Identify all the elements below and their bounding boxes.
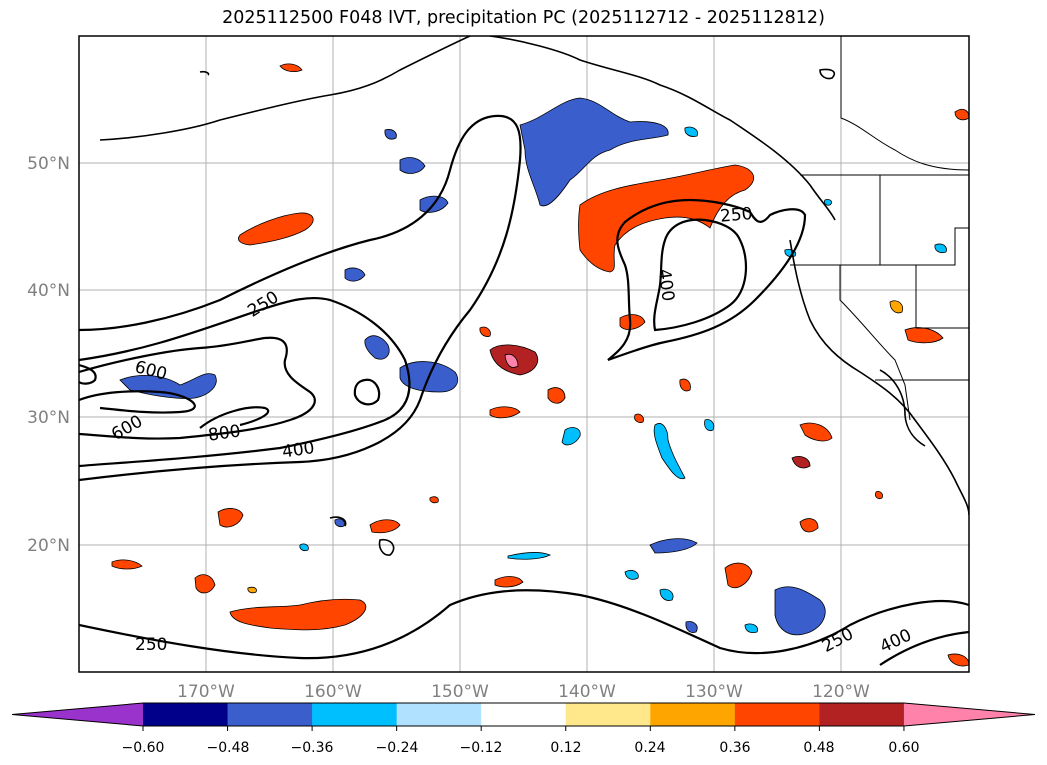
lat-label: 40°N <box>27 281 70 301</box>
colorbar-segment <box>396 703 482 726</box>
lon-label: 160°W <box>304 682 362 702</box>
lat-label: 20°N <box>27 536 70 556</box>
lon-label: 140°W <box>558 682 616 702</box>
lon-label: 150°W <box>431 682 489 702</box>
contour-label: 400 <box>653 268 677 303</box>
lat-label: 50°N <box>27 154 70 174</box>
colorbar-segment <box>227 703 313 726</box>
map-frame <box>78 35 970 673</box>
colorbar-tick-label: −0.12 <box>460 740 503 756</box>
lon-label: 120°W <box>812 682 870 702</box>
colorbar-extension-low <box>12 703 143 726</box>
colorbar-tick-label: −0.36 <box>291 740 334 756</box>
map-title: 2025112500 F048 IVT, precipitation PC (2… <box>222 8 825 28</box>
contour-label: 400 <box>281 438 316 462</box>
colorbar-ticks: −0.60 −0.48 −0.36 −0.24 −0.12 0.12 0.24 … <box>122 740 920 756</box>
colorbar-segment <box>734 703 820 726</box>
colorbar-tick-label: 0.36 <box>719 740 750 756</box>
colorbar-segment <box>312 703 398 726</box>
contour-label: 250 <box>135 635 167 655</box>
colorbar-tick-label: −0.48 <box>207 740 250 756</box>
lat-label: 30°N <box>27 408 70 428</box>
contour-label: 250 <box>719 204 753 227</box>
contour-label: 800 <box>207 421 242 445</box>
colorbar-tick-label: 0.48 <box>803 740 834 756</box>
lon-labels: 170°W 160°W 150°W 140°W 130°W 120°W <box>177 682 870 702</box>
map-plot-area: 250 400 600 600 800 400 250 400 250 250 <box>79 36 969 672</box>
lon-label: 170°W <box>177 682 235 702</box>
colorbar-tick-label: 0.24 <box>634 740 665 756</box>
colorbar-segment <box>143 703 229 726</box>
colorbar-segment <box>819 703 905 726</box>
lon-label: 130°W <box>685 682 743 702</box>
colorbar-tick-label: −0.60 <box>122 740 165 756</box>
precip-positive-anomalies <box>111 63 969 667</box>
colorbar-tick-label: 0.60 <box>888 740 919 756</box>
colorbar-tick-label: −0.24 <box>376 740 419 756</box>
colorbar <box>11 702 1036 731</box>
colorbar-segment <box>650 703 736 726</box>
colorbar-extension-high <box>903 703 1035 726</box>
colorbar-tick-label: 0.12 <box>550 740 581 756</box>
colorbar-segment <box>565 703 651 726</box>
coastlines <box>99 36 969 556</box>
colorbar-segment <box>481 703 567 726</box>
lat-labels: 50°N 40°N 30°N 20°N <box>27 154 70 556</box>
political-borders <box>790 36 969 421</box>
graticule <box>79 36 969 672</box>
ivt-contours <box>79 114 969 666</box>
